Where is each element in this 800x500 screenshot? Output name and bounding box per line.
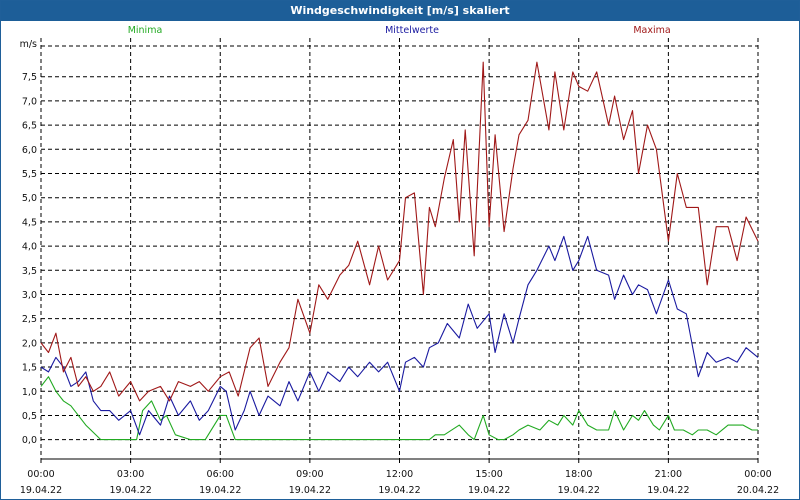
x-tick: 21:00 19.04.22 <box>647 459 690 496</box>
x-tick-time: 21:00 <box>655 469 682 480</box>
x-tick-time: 12:00 <box>386 469 413 480</box>
x-tick: 15:00 19.04.22 <box>468 459 510 496</box>
series-line-maxima <box>40 61 759 402</box>
x-tick-date: 19.04.22 <box>109 485 151 496</box>
y-tick-label: 0,5 <box>22 411 37 422</box>
x-tick: 00:00 19.04.22 <box>20 459 62 496</box>
x-tick-time: 00:00 <box>744 469 771 480</box>
x-tick-date: 19.04.22 <box>647 485 689 496</box>
series-line-minima <box>40 376 758 441</box>
x-tick-time: 15:00 <box>475 469 502 480</box>
legend-entry-maxima: Maxima <box>633 25 670 36</box>
y-tick-label: 2,0 <box>22 338 37 349</box>
x-tick: 09:00 19.04.22 <box>289 459 331 496</box>
y-tick-label: 4,0 <box>22 242 37 253</box>
x-tick-date: 19.04.22 <box>468 485 510 496</box>
y-tick-label: 0,0 <box>22 435 37 446</box>
y-tick-label: 1,5 <box>22 363 37 374</box>
x-axis-ticks: 00:0019.04.2203:0019.04.2206:0019.04.220… <box>20 459 779 496</box>
series-layer <box>40 61 759 441</box>
y-tick-label: 3,5 <box>22 266 37 277</box>
y-tick-label: 7,0 <box>22 96 37 107</box>
y-tick-label: 3,0 <box>22 290 37 301</box>
x-tick-date: 19.04.22 <box>558 485 600 496</box>
x-tick-time: 03:00 <box>117 469 144 480</box>
x-tick-date: 19.04.22 <box>378 485 420 496</box>
y-tick-label: 6,5 <box>22 121 37 132</box>
y-tick-label: 4,5 <box>22 217 37 228</box>
y-axis-ticks: 7,5 7,0 6,5 6,0 5,5 5,0 4,5 4,0 3,5 3,0 2,5 2,0 1,5 1… <box>22 72 37 446</box>
x-tick-date: 19.04.22 <box>199 485 241 496</box>
series-line-mittelwerte <box>40 235 759 436</box>
y-tick-label: 2,5 <box>22 314 37 325</box>
x-tick-time: 18:00 <box>565 469 592 480</box>
x-tick-time: 06:00 <box>207 469 234 480</box>
legend: Minima Mittelwerte Maxima <box>128 25 671 36</box>
chart-title: Windgeschwindigkeit [m/s] skaliert <box>1 1 799 21</box>
x-tick-date: 19.04.22 <box>289 485 331 496</box>
x-tick: 12:00 19.04.22 <box>378 459 421 496</box>
y-axis-unit-label: m/s <box>20 39 37 50</box>
x-tick: 18:00 19.04.22 <box>558 459 600 496</box>
y-tick-label: 5,5 <box>22 169 37 180</box>
x-tick: 00:00 20.04.22 <box>737 459 779 496</box>
y-tick-label: 7,5 <box>22 72 37 83</box>
y-tick-label: 5,0 <box>22 193 37 204</box>
x-tick: 03:00 19.04.22 <box>109 459 152 496</box>
x-tick-time: 00:00 <box>27 469 54 480</box>
x-tick-date: 20.04.22 <box>737 485 779 496</box>
x-tick: 06:00 19.04.22 <box>199 459 241 496</box>
y-tick-label: 6,0 <box>22 145 37 156</box>
legend-entry-minima: Minima <box>128 25 163 36</box>
legend-entry-mittelwerte: Mittelwerte <box>385 25 439 36</box>
grid <box>40 38 759 459</box>
x-tick-date: 19.04.22 <box>20 485 62 496</box>
x-tick-time: 09:00 <box>296 469 323 480</box>
y-tick-label: 1,0 <box>22 387 37 398</box>
